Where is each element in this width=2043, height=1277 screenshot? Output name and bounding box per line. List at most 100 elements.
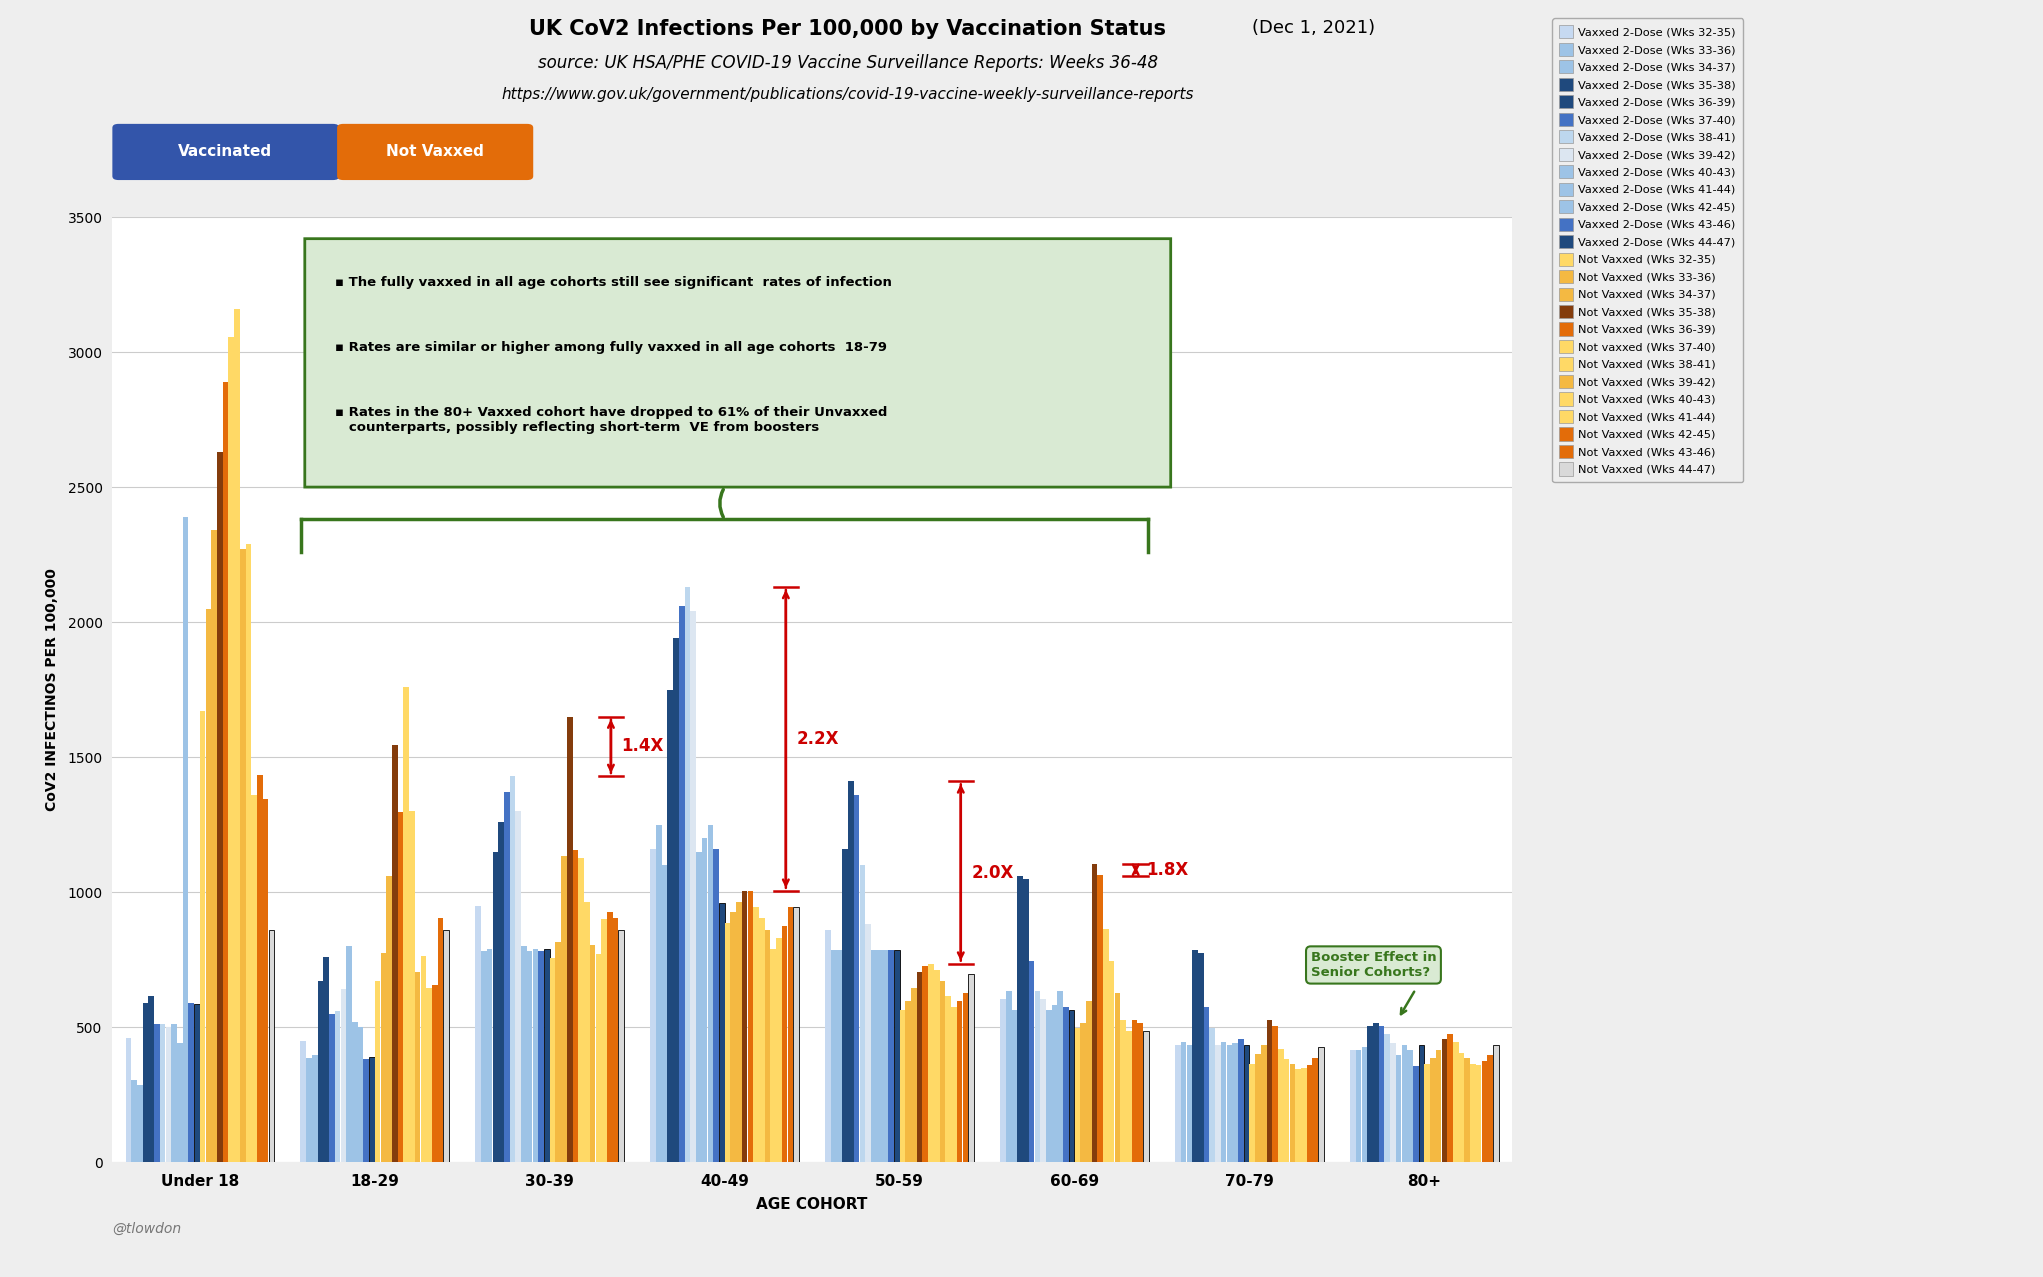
Text: 2.0X: 2.0X bbox=[970, 863, 1013, 881]
Bar bbox=[1446, 1034, 1453, 1162]
Text: source: UK HSA/PHE COVID-19 Vaccine Surveillance Reports: Weeks 36-48: source: UK HSA/PHE COVID-19 Vaccine Surv… bbox=[537, 54, 1158, 72]
Bar bbox=[956, 1001, 962, 1162]
Y-axis label: CoV2 INFECTINOS PER 100,000: CoV2 INFECTINOS PER 100,000 bbox=[45, 568, 59, 811]
Bar bbox=[505, 792, 509, 1162]
Bar bbox=[323, 956, 329, 1162]
Bar bbox=[1034, 991, 1040, 1162]
Bar bbox=[300, 1041, 306, 1162]
Bar bbox=[1175, 1045, 1181, 1162]
Bar bbox=[392, 744, 398, 1162]
Bar bbox=[725, 923, 729, 1162]
Bar bbox=[656, 825, 662, 1162]
Bar bbox=[143, 1002, 149, 1162]
Bar bbox=[601, 919, 607, 1162]
Bar bbox=[866, 925, 870, 1162]
Bar bbox=[1040, 999, 1046, 1162]
Bar bbox=[764, 930, 770, 1162]
Bar bbox=[1250, 1064, 1254, 1162]
Bar bbox=[313, 1055, 317, 1162]
Bar bbox=[194, 1004, 200, 1162]
Bar bbox=[1465, 1059, 1471, 1162]
Bar bbox=[1052, 1005, 1058, 1162]
Bar bbox=[521, 946, 527, 1162]
Bar bbox=[1318, 1047, 1324, 1162]
Bar bbox=[1401, 1045, 1408, 1162]
Bar bbox=[1459, 1052, 1465, 1162]
Bar bbox=[1357, 1050, 1361, 1162]
Bar bbox=[556, 942, 562, 1162]
Bar bbox=[486, 949, 492, 1162]
Bar bbox=[1081, 1023, 1087, 1162]
Bar bbox=[1222, 1042, 1226, 1162]
Bar bbox=[1389, 1043, 1395, 1162]
Text: 1.4X: 1.4X bbox=[621, 737, 664, 755]
Bar bbox=[1216, 1045, 1222, 1162]
Bar bbox=[923, 967, 928, 1162]
Bar bbox=[895, 950, 899, 1162]
Bar bbox=[533, 949, 537, 1162]
Bar bbox=[1132, 1020, 1138, 1162]
Bar bbox=[911, 988, 917, 1162]
Bar bbox=[1267, 1020, 1273, 1162]
Bar bbox=[578, 858, 584, 1162]
Bar bbox=[1395, 1055, 1401, 1162]
X-axis label: AGE COHORT: AGE COHORT bbox=[756, 1198, 868, 1212]
Bar bbox=[421, 955, 427, 1162]
Bar bbox=[480, 951, 486, 1162]
Bar bbox=[650, 849, 656, 1162]
Bar bbox=[940, 981, 946, 1162]
Bar bbox=[719, 903, 725, 1162]
Bar bbox=[178, 1043, 182, 1162]
Bar bbox=[1001, 999, 1005, 1162]
Bar bbox=[543, 949, 550, 1162]
Bar bbox=[498, 822, 505, 1162]
Bar bbox=[889, 950, 893, 1162]
Bar bbox=[550, 958, 556, 1162]
Bar bbox=[713, 849, 719, 1162]
Bar bbox=[619, 930, 623, 1162]
Bar bbox=[793, 907, 799, 1162]
Bar bbox=[245, 544, 251, 1162]
Bar bbox=[1017, 876, 1024, 1162]
Bar bbox=[962, 994, 968, 1162]
Bar bbox=[1062, 1006, 1068, 1162]
Bar bbox=[584, 902, 590, 1162]
Bar bbox=[735, 902, 742, 1162]
Bar bbox=[562, 856, 566, 1162]
Bar bbox=[1193, 950, 1197, 1162]
Bar bbox=[1283, 1060, 1289, 1162]
Bar bbox=[1424, 1064, 1430, 1162]
Bar bbox=[131, 1080, 137, 1162]
Bar bbox=[206, 609, 210, 1162]
Bar bbox=[607, 912, 613, 1162]
Bar bbox=[427, 988, 431, 1162]
Bar bbox=[1058, 991, 1062, 1162]
Bar bbox=[697, 852, 701, 1162]
Bar bbox=[1024, 879, 1030, 1162]
Bar bbox=[742, 891, 748, 1162]
Bar bbox=[917, 972, 921, 1162]
Bar bbox=[235, 309, 239, 1162]
Bar bbox=[1120, 1020, 1126, 1162]
Bar bbox=[402, 687, 409, 1162]
Bar bbox=[595, 954, 601, 1162]
Bar bbox=[1418, 1045, 1424, 1162]
Bar bbox=[364, 1060, 370, 1162]
Bar bbox=[770, 949, 776, 1162]
Bar bbox=[590, 945, 595, 1162]
Bar bbox=[351, 1022, 358, 1162]
Bar bbox=[1209, 1028, 1216, 1162]
Bar bbox=[1379, 1025, 1385, 1162]
Bar bbox=[1197, 953, 1203, 1162]
Bar bbox=[842, 849, 848, 1162]
Bar bbox=[1187, 1045, 1193, 1162]
Bar bbox=[748, 891, 754, 1162]
Text: UK CoV2 Infections Per 100,000 by Vaccination Status: UK CoV2 Infections Per 100,000 by Vaccin… bbox=[529, 19, 1167, 40]
Bar bbox=[1373, 1023, 1379, 1162]
Bar bbox=[137, 1085, 143, 1162]
Bar bbox=[848, 782, 854, 1162]
Bar bbox=[1414, 1066, 1418, 1162]
Bar bbox=[613, 918, 619, 1162]
Bar bbox=[437, 918, 443, 1162]
Bar bbox=[1361, 1047, 1367, 1162]
